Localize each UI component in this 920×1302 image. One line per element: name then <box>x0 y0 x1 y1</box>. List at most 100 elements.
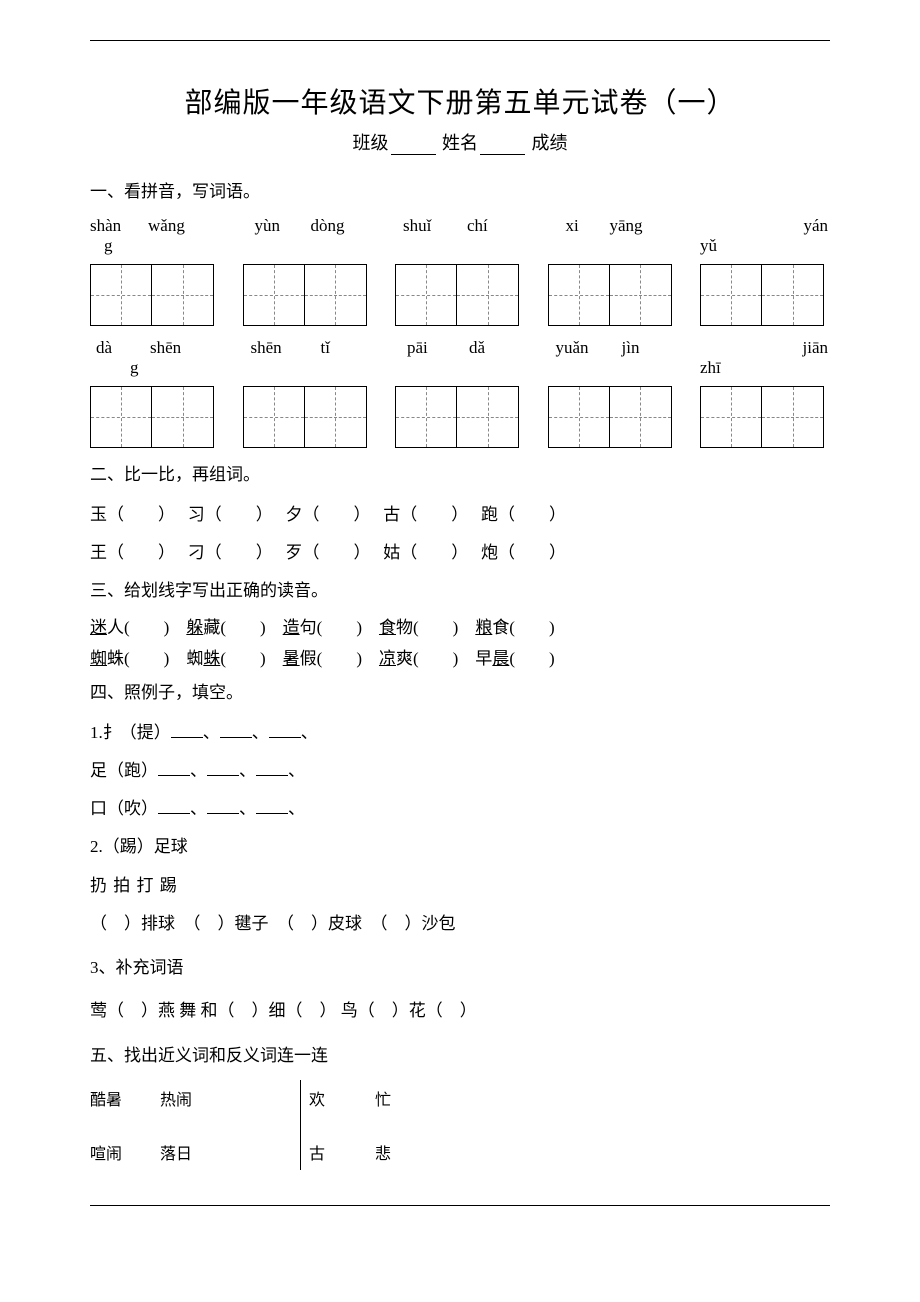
q2-row1: 玉（ ） 习（ ） 夕（ ） 古（ ） 跑（ ） <box>90 499 830 531</box>
tian-pair[interactable] <box>243 386 373 448</box>
tian-pair[interactable] <box>395 386 525 448</box>
pinyin: xi <box>566 216 579 236</box>
pinyin: yāng <box>610 216 643 236</box>
q4-3: 口（吹）、、、 <box>90 793 830 825</box>
q4-5: 莺（ ）燕 舞 和（ ）细（ ） 鸟（ ）花（ ） <box>90 995 830 1027</box>
blank[interactable] <box>158 762 190 776</box>
tian-pair[interactable] <box>90 264 220 326</box>
pinyin-group: yán yǔ <box>700 216 830 260</box>
top-rule <box>90 40 830 41</box>
pinyin: dòng <box>311 216 345 236</box>
score-label: 成绩 <box>532 133 568 153</box>
blank[interactable] <box>269 724 301 738</box>
pinyin-group: shēn tǐ <box>243 338 373 382</box>
class-label: 班级 <box>353 133 389 153</box>
pinyin-group: yùn dòng <box>243 216 373 260</box>
pinyin-group: xi yāng <box>548 216 678 260</box>
q3-row2: 蜘蛛( ) 蜘蛛( ) 暑假( ) 凉爽( ) 早晨( ) <box>90 646 830 672</box>
q2-row2: 王（ ） 刁（ ） 歹（ ） 姑（ ） 炮（ ） <box>90 537 830 569</box>
tian-pair[interactable] <box>700 264 830 326</box>
q2-item: 刁（ ） <box>188 543 265 562</box>
pinyin-group: dà shēn g <box>90 338 220 382</box>
q2-item: 古（ ） <box>383 505 460 524</box>
pinyin: yǔ <box>700 236 717 256</box>
pinyin: zhī <box>700 358 721 378</box>
section-3-head: 三、给划线字写出正确的读音。 <box>90 576 830 601</box>
section-2-head: 二、比一比，再组词。 <box>90 460 830 485</box>
pinyin: g <box>104 236 113 256</box>
tian-pair[interactable] <box>700 386 830 448</box>
tian-pair[interactable] <box>548 386 678 448</box>
q5-word: 喧闹 <box>90 1140 160 1164</box>
q4-4a: 2.（踢）足球 <box>90 831 830 863</box>
q2-item: 夕（ ） <box>286 505 363 524</box>
blank[interactable] <box>256 800 288 814</box>
pinyin: dà <box>96 338 112 358</box>
pinyin-row-1: shàn wǎng g yùn dòng shuǐ chí xi yāng yá… <box>90 216 830 260</box>
q5-word: 落日 <box>160 1140 300 1164</box>
pinyin-group: shuǐ chí <box>395 216 525 260</box>
q2-item: 王（ ） <box>90 543 167 562</box>
q5-word: 酷暑 <box>90 1086 160 1110</box>
tian-pair[interactable] <box>90 386 220 448</box>
pinyin-group: jiān zhī <box>700 338 830 382</box>
q5-word: 悲 <box>375 1140 435 1164</box>
q5-word: 忙 <box>375 1086 435 1110</box>
q5-divider <box>300 1080 301 1170</box>
section-1-head: 一、看拼音，写词语。 <box>90 177 830 202</box>
subhead: 班级 姓名 成绩 <box>90 129 830 155</box>
q5-col: 忙 悲 <box>375 1080 435 1170</box>
box-row-2 <box>90 386 830 448</box>
section-4-head: 四、照例子，填空。 <box>90 678 830 703</box>
blank[interactable] <box>158 800 190 814</box>
q2-item: 姑（ ） <box>383 543 460 562</box>
pinyin-group: shàn wǎng g <box>90 216 220 260</box>
pinyin: shēn <box>150 338 181 358</box>
pinyin: pāi <box>407 338 428 358</box>
tian-pair[interactable] <box>548 264 678 326</box>
page-title: 部编版一年级语文下册第五单元试卷（一） <box>90 81 830 121</box>
pinyin: tǐ <box>321 338 330 358</box>
q5-word: 欢 <box>309 1086 375 1110</box>
q4-4b: 扔 拍 打 踢 <box>90 870 830 902</box>
pinyin: jìn <box>622 338 640 358</box>
pinyin: yùn <box>255 216 281 236</box>
q5-word: 古 <box>309 1140 375 1164</box>
q5-col: 欢 古 <box>305 1080 375 1170</box>
pinyin-group: pāi dǎ <box>395 338 525 382</box>
q2-item: 歹（ ） <box>286 543 363 562</box>
section-5-head: 五、找出近义词和反义词连一连 <box>90 1041 830 1066</box>
name-blank[interactable] <box>480 137 525 155</box>
q5-col: 热闹 落日 <box>160 1080 300 1170</box>
pinyin-row-2: dà shēn g shēn tǐ pāi dǎ yuǎn jìn jiān z… <box>90 338 830 382</box>
pinyin: dǎ <box>469 338 485 358</box>
q4-2: 足（跑）、、、 <box>90 755 830 787</box>
blank[interactable] <box>256 762 288 776</box>
pinyin: yuǎn <box>556 338 589 358</box>
q2-item: 炮（ ） <box>481 543 566 562</box>
tian-pair[interactable] <box>243 264 373 326</box>
section-4-3-head: 3、补充词语 <box>90 952 830 984</box>
class-blank[interactable] <box>391 137 436 155</box>
pinyin: shēn <box>251 338 282 358</box>
q5-wrap: 酷暑 喧闹 热闹 落日 欢 古 忙 悲 <box>90 1080 830 1170</box>
blank[interactable] <box>207 800 239 814</box>
bottom-rule <box>90 1205 830 1206</box>
blank[interactable] <box>171 724 203 738</box>
pinyin: yán <box>803 216 828 236</box>
q4-1: 1.扌（提）、、、 <box>90 717 830 749</box>
q2-item: 习（ ） <box>188 505 265 524</box>
pinyin: shuǐ <box>403 216 431 236</box>
q2-item: 玉（ ） <box>90 505 167 524</box>
blank[interactable] <box>220 724 252 738</box>
pinyin: chí <box>467 216 488 236</box>
pinyin: jiān <box>803 338 829 358</box>
q2-item: 跑（ ） <box>481 505 566 524</box>
pinyin-group: yuǎn jìn <box>548 338 678 382</box>
box-row-1 <box>90 264 830 326</box>
q4-4c: （ ）排球 （ ）毽子 （ ）皮球 （ ）沙包 <box>90 908 830 940</box>
blank[interactable] <box>207 762 239 776</box>
name-label: 姓名 <box>442 133 478 153</box>
tian-pair[interactable] <box>395 264 525 326</box>
pinyin: shàn <box>90 216 121 236</box>
